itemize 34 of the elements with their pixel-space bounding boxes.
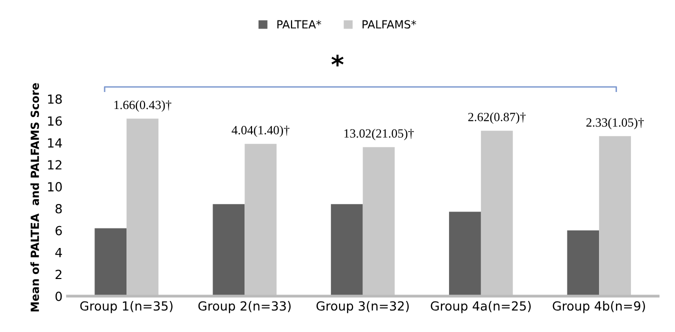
bar [330, 204, 363, 296]
y-tick-label: 10 [48, 182, 62, 192]
text: * [331, 54, 344, 66]
annotation: 4.04(1.40)† [232, 126, 290, 137]
x-tick-label: Group 2(n=33) [198, 301, 291, 314]
y-tick-label: 2 [56, 270, 62, 279]
y-tick-label: 0 [56, 292, 62, 302]
y-tick-label: 4 [55, 248, 62, 258]
annotation: 2.62(0.87)† [468, 112, 526, 124]
y-tick-label: 18 [48, 94, 62, 104]
x-tick-label: Group 4a(n=25) [430, 301, 531, 314]
y-tick-label: 12 [48, 160, 62, 170]
annotation: 13.02(21.05)† [344, 128, 414, 140]
legend-label: PALFAMS* [362, 20, 416, 29]
y-tick-label: 6 [56, 226, 62, 236]
annotation: 1.66(0.43)† [114, 100, 172, 112]
bar [126, 118, 158, 296]
annotation: 2.33(1.05)† [586, 118, 644, 130]
bar [449, 212, 481, 296]
bar [212, 204, 245, 296]
bar [94, 228, 127, 296]
y-tick-label: 14 [48, 138, 62, 148]
x-tick-label: Group 1(n=35) [80, 301, 173, 314]
bar [362, 147, 395, 296]
bar [480, 130, 513, 296]
y-tick-label: 8 [56, 204, 62, 214]
bar [244, 144, 277, 296]
bar [599, 136, 631, 296]
legend-label: PALTEA* [277, 20, 322, 28]
y-axis-title: Mean of PALTEA and PALFAMS Score [30, 83, 40, 312]
x-tick-label: Group 4b(n=9) [552, 301, 645, 314]
bar [567, 230, 600, 296]
x-tick-label: Group 3(n=32) [316, 301, 409, 314]
y-tick-label: 16 [48, 116, 62, 126]
